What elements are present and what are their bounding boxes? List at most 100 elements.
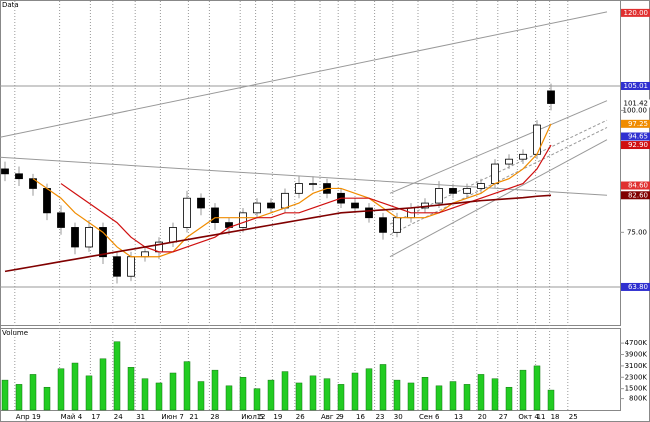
volume-bar (85, 375, 93, 411)
volume-bar (421, 377, 429, 411)
volume-bar (239, 377, 247, 411)
volume-bar (295, 382, 303, 411)
volume-bar (15, 384, 23, 411)
price-label: 105.01 (624, 82, 649, 90)
candle-body (463, 188, 471, 194)
price-label-box (621, 132, 650, 141)
volume-bar (267, 379, 275, 411)
candle-body (127, 256, 135, 277)
candle-body (295, 183, 303, 194)
volume-bar (533, 365, 541, 411)
volume-bar (1, 379, 9, 411)
volume-bar (323, 378, 331, 411)
candle-body (15, 173, 23, 180)
x-tick-label: 17 (91, 413, 100, 421)
candle-body (505, 158, 513, 165)
volume-bar (407, 382, 415, 411)
volume-bar (253, 388, 261, 411)
x-tick-label: Авг 2 (321, 413, 340, 421)
candle-body (253, 202, 261, 214)
candle-body (85, 227, 93, 248)
volume-bar (169, 372, 177, 411)
price-label: 97.25 (628, 120, 648, 128)
candle-body (43, 188, 51, 214)
x-tick-label: 12 (257, 413, 266, 421)
volume-bar (351, 372, 359, 411)
price-label-box (621, 181, 650, 190)
volume-bar (379, 364, 387, 411)
price-label: 120.00 (624, 9, 649, 17)
candle-body (169, 227, 177, 243)
x-tick-label: 13 (454, 413, 463, 421)
x-tick-label: Июн 7 (161, 413, 183, 421)
candle-body (99, 227, 107, 258)
candle-body (449, 188, 457, 194)
price-label-box (621, 141, 650, 150)
price-label: 92.90 (628, 141, 648, 149)
volume-bar (309, 375, 317, 411)
volume-bar (43, 386, 51, 411)
x-tick-label: Окт 4 (518, 413, 539, 421)
trend-line (389, 139, 608, 258)
candle-body (393, 217, 401, 233)
volume-bar (99, 358, 107, 411)
y-tick-label: 4700K (625, 339, 648, 347)
volume-bar (71, 362, 79, 411)
volume-bar (393, 379, 401, 411)
volume-bar (337, 384, 345, 411)
volume-bar (113, 341, 121, 411)
x-tick-label: Июл 5 (241, 413, 263, 421)
y-tick-label: 1500K (625, 385, 648, 393)
volume-title: Volume (2, 329, 28, 337)
x-tick-label: 30 (394, 413, 403, 421)
trend-line (389, 100, 608, 194)
x-tick-label: 9 (339, 413, 343, 421)
candle-body (365, 207, 373, 219)
price-label-box (621, 81, 650, 90)
volume-bar (225, 385, 233, 411)
candle-body (351, 202, 359, 209)
candle-body (211, 207, 219, 223)
price-label-box (621, 8, 650, 17)
x-tick-label: 25 (569, 413, 578, 421)
volume-bar (449, 381, 457, 411)
price-label: 82.60 (628, 191, 648, 199)
x-tick-label: 26 (296, 413, 305, 421)
candle-body (141, 251, 149, 258)
x-tick-label: Сен 6 (419, 413, 440, 421)
x-tick-label: 28 (210, 413, 219, 421)
x-tick-label: 23 (376, 413, 385, 421)
y-tick-label: 800K (629, 395, 647, 403)
candle-body (1, 168, 9, 175)
volume-bar (519, 369, 527, 411)
moving-average (32, 123, 552, 258)
x-tick-label: 11 (537, 413, 546, 421)
volume-bar (127, 367, 135, 411)
y-tick-label: 75.00 (627, 228, 647, 236)
candle-body (379, 217, 387, 233)
y-tick-label: 3900K (625, 351, 648, 359)
candle-body (267, 202, 275, 209)
candle-body (239, 212, 247, 228)
candle-body (519, 153, 527, 160)
price-label-box (621, 191, 650, 200)
volume-bar (141, 378, 149, 411)
price-label-box (621, 99, 650, 108)
price-label-box (621, 119, 650, 128)
candle-body (547, 90, 555, 104)
price-label: 84.60 (628, 182, 648, 190)
volume-bar (197, 381, 205, 411)
x-tick-label: 20 (478, 413, 487, 421)
price-label: 101.42 (624, 99, 649, 107)
x-tick-label: 27 (499, 413, 508, 421)
x-tick-label: 16 (356, 413, 365, 421)
candle-body (477, 183, 485, 189)
candle-body (491, 163, 499, 184)
x-tick-label: 31 (136, 413, 145, 421)
candle-body (281, 192, 289, 209)
candle-body (71, 227, 79, 248)
volume-bar (29, 374, 37, 411)
candle-body (183, 197, 191, 228)
candle-body (197, 197, 205, 209)
x-tick-label: 24 (114, 413, 123, 421)
